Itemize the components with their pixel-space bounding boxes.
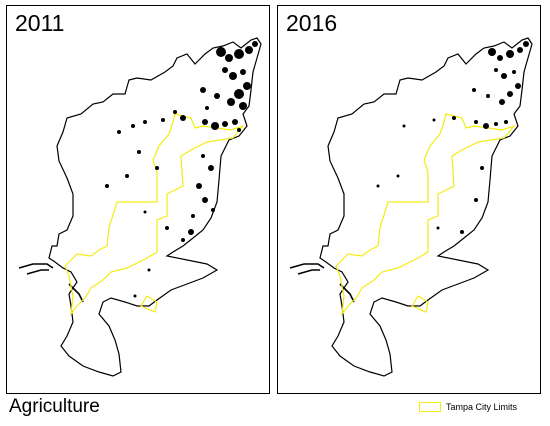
map-panel-2016: 2016: [277, 5, 541, 394]
county-map-2011: [18, 37, 262, 377]
theme-title: Agriculture: [9, 396, 100, 417]
tampa-city-limits-2011: [64, 113, 245, 317]
bay-shoreline-2016: [289, 263, 355, 303]
county-boundary-2016: [319, 37, 533, 377]
agriculture-patches-2011: [105, 41, 258, 298]
tampa-city-limits-2016: [335, 113, 516, 317]
panel-year-2016: 2016: [286, 10, 338, 36]
map-panel-2011: 2011: [6, 5, 270, 394]
legend: Tampa City Limits: [419, 402, 517, 412]
panel-year-2011: 2011: [15, 10, 65, 36]
agriculture-patches-2016: [376, 41, 529, 234]
county-boundary-2011: [48, 37, 262, 377]
outline-rectangle-icon: [419, 402, 441, 412]
bay-shoreline-2011: [18, 263, 84, 303]
legend-label: Tampa City Limits: [446, 402, 518, 412]
county-map-2016: [289, 37, 533, 377]
